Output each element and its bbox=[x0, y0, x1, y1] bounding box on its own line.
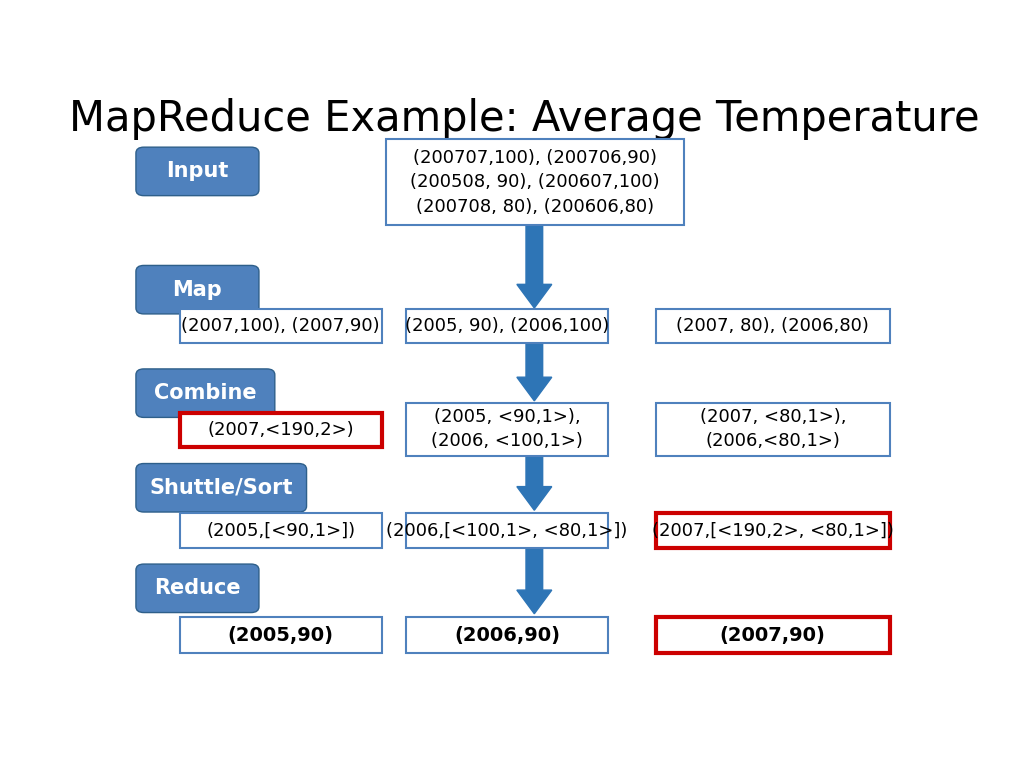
FancyBboxPatch shape bbox=[179, 310, 382, 343]
Text: Map: Map bbox=[173, 280, 222, 300]
FancyBboxPatch shape bbox=[136, 369, 274, 418]
FancyBboxPatch shape bbox=[179, 513, 382, 548]
Polygon shape bbox=[517, 456, 552, 510]
Polygon shape bbox=[517, 343, 552, 401]
Text: (2006,[<100,1>, <80,1>]): (2006,[<100,1>, <80,1>]) bbox=[386, 521, 628, 539]
FancyBboxPatch shape bbox=[386, 140, 684, 225]
FancyBboxPatch shape bbox=[136, 564, 259, 613]
FancyBboxPatch shape bbox=[655, 617, 890, 653]
Text: Input: Input bbox=[166, 161, 228, 181]
Text: MapReduce Example: Average Temperature: MapReduce Example: Average Temperature bbox=[70, 98, 980, 140]
Text: Combine: Combine bbox=[154, 383, 257, 403]
FancyBboxPatch shape bbox=[406, 513, 608, 548]
FancyBboxPatch shape bbox=[136, 266, 259, 314]
Text: (2007,[<190,2>, <80,1>]): (2007,[<190,2>, <80,1>]) bbox=[652, 521, 894, 539]
FancyBboxPatch shape bbox=[136, 464, 306, 512]
Text: (200707,100), (200706,90)
(200508, 90), (200607,100)
(200708, 80), (200606,80): (200707,100), (200706,90) (200508, 90), … bbox=[410, 149, 659, 216]
FancyBboxPatch shape bbox=[406, 310, 608, 343]
FancyBboxPatch shape bbox=[136, 147, 259, 196]
Text: (2005, <90,1>),
(2006, <100,1>): (2005, <90,1>), (2006, <100,1>) bbox=[431, 408, 583, 450]
Text: (2005, 90), (2006,100): (2005, 90), (2006,100) bbox=[404, 317, 609, 336]
Text: (2007,100), (2007,90): (2007,100), (2007,90) bbox=[181, 317, 380, 336]
FancyBboxPatch shape bbox=[179, 412, 382, 447]
FancyBboxPatch shape bbox=[179, 617, 382, 653]
Text: (2005,[<90,1>]): (2005,[<90,1>]) bbox=[206, 521, 355, 539]
Polygon shape bbox=[517, 225, 552, 308]
Polygon shape bbox=[517, 548, 552, 614]
FancyBboxPatch shape bbox=[406, 617, 608, 653]
Text: (2007, <80,1>),
(2006,<80,1>): (2007, <80,1>), (2006,<80,1>) bbox=[699, 408, 846, 450]
Text: Reduce: Reduce bbox=[155, 578, 241, 598]
Text: (2007, 80), (2006,80): (2007, 80), (2006,80) bbox=[677, 317, 869, 336]
FancyBboxPatch shape bbox=[655, 310, 890, 343]
Text: (2007,90): (2007,90) bbox=[720, 625, 825, 644]
FancyBboxPatch shape bbox=[406, 402, 608, 456]
FancyBboxPatch shape bbox=[655, 402, 890, 456]
Text: Shuttle/Sort: Shuttle/Sort bbox=[150, 478, 293, 498]
Text: (2007,<190,2>): (2007,<190,2>) bbox=[208, 421, 354, 439]
Text: (2005,90): (2005,90) bbox=[227, 625, 334, 644]
Text: (2006,90): (2006,90) bbox=[454, 625, 560, 644]
FancyBboxPatch shape bbox=[655, 513, 890, 548]
